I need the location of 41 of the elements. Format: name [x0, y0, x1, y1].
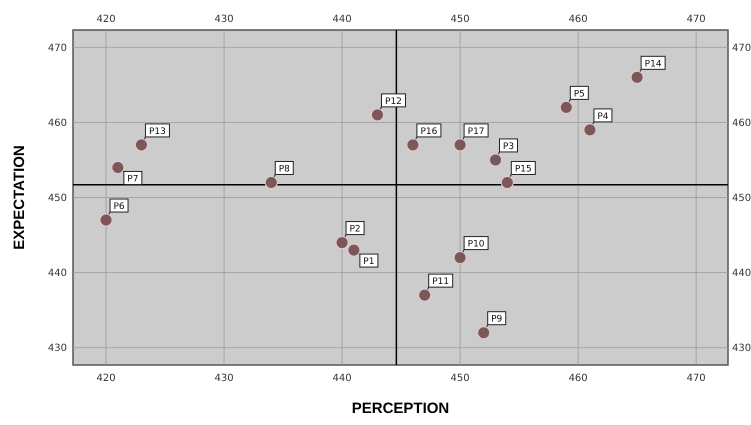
x2-tick-label: 470: [686, 373, 706, 384]
x-axis-title: PERCEPTION: [352, 400, 450, 417]
y-axis-title: EXPECTATION: [11, 145, 28, 250]
annotation: P14: [644, 59, 662, 70]
y2-tick-label: 470: [732, 42, 751, 54]
annotation: P9: [491, 314, 503, 325]
x2-tick-label: 440: [332, 373, 352, 384]
y-tick-label: 430: [48, 343, 67, 354]
x-tick-label: 470: [686, 14, 706, 25]
y2-tick-label: 460: [732, 118, 751, 129]
annotation: P2: [350, 224, 361, 235]
annotation: P12: [385, 96, 402, 107]
x-tick-label: 440: [332, 14, 352, 25]
annotation: P16: [420, 126, 438, 137]
x-tick-label: 430: [214, 14, 234, 25]
annotation: P15: [514, 164, 532, 174]
annotation: P3: [502, 142, 514, 152]
annotation: P6: [113, 202, 125, 212]
x-tick-label: 450: [450, 14, 470, 25]
y2-tick-label: 450: [732, 193, 751, 204]
x2-tick-label: 430: [214, 373, 234, 384]
y-tick-label: 450: [48, 193, 67, 204]
y2-tick-label: 430: [732, 343, 751, 354]
annotation: P7: [127, 174, 138, 184]
annotation: P13: [149, 126, 166, 137]
x2-tick-label: 460: [568, 373, 588, 384]
annotation: P11: [432, 277, 450, 288]
x2-tick-label: 450: [450, 373, 470, 384]
x2-tick-label: 420: [96, 373, 116, 384]
y-tick-label: 460: [48, 118, 67, 129]
annotation: P17: [468, 126, 485, 137]
annotation: P10: [468, 240, 485, 250]
y-tick-label: 470: [48, 42, 67, 54]
y-tick-label: 440: [48, 268, 67, 280]
y2-tick-label: 440: [732, 268, 751, 280]
x-tick-label: 420: [96, 14, 116, 25]
annotation: P1: [363, 257, 374, 268]
x-tick-label: 460: [568, 14, 588, 25]
annotation: P5: [574, 89, 585, 100]
annotation: P8: [278, 164, 290, 174]
annotation: P4: [597, 112, 609, 122]
